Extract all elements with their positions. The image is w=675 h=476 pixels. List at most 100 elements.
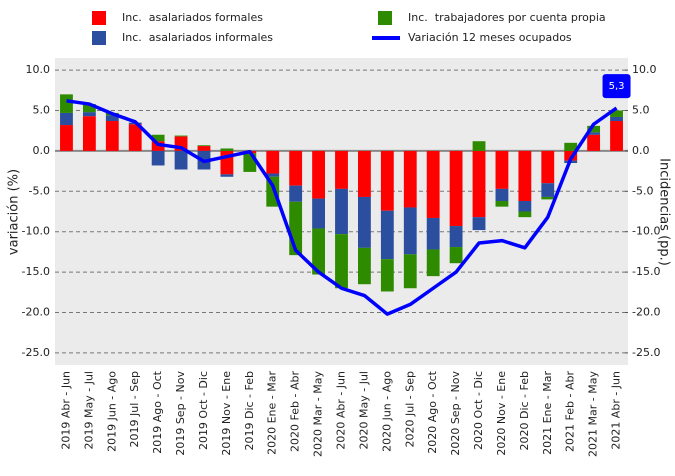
y-tick-label: 5.0: [33, 104, 51, 117]
bar: [587, 125, 601, 133]
bar: [403, 207, 417, 255]
bar: [266, 150, 280, 174]
bar: [587, 134, 601, 151]
bar: [82, 116, 96, 151]
bar: [518, 200, 532, 212]
bar: [60, 112, 73, 126]
x-tick-label: 2020 Dic - Feb: [518, 371, 531, 451]
x-tick-label: 2021 Feb - Abr: [564, 371, 577, 452]
x-tick-label: 2019 Jun - Ago: [105, 371, 118, 452]
bar: [266, 173, 280, 177]
legend-label: Inc. trabajadores por cuenta propia: [408, 11, 606, 24]
bar: [82, 104, 96, 113]
bar: [380, 210, 394, 260]
bar: [289, 185, 303, 202]
x-tick-label: 2020 Jul - Sep: [403, 371, 416, 447]
x-tick-label: 2020 Nov - Ene: [495, 371, 508, 456]
y2-axis-label: Incidencias (pp.): [657, 158, 672, 266]
bar: [289, 150, 303, 186]
bar: [541, 150, 555, 184]
y-tick-label: -10.0: [22, 225, 50, 238]
bar: [564, 150, 578, 161]
y2-tick-label: -10.0: [632, 225, 660, 238]
x-tick-label: 2020 Ene - Mar: [266, 371, 279, 455]
bar: [426, 217, 440, 250]
x-tick-label: 2020 May - Jul: [357, 371, 370, 449]
y-tick-label: -15.0: [22, 265, 50, 278]
bar: [380, 259, 394, 292]
x-tick-label: 2021 Ene - Mar: [541, 371, 554, 455]
bar: [197, 146, 211, 151]
bar: [82, 112, 96, 117]
legend-swatch: [92, 31, 106, 45]
bar: [312, 228, 325, 275]
x-tick-label: 2019 May - Jul: [82, 371, 95, 449]
legend-label: Variación 12 meses ocupados: [408, 31, 572, 44]
legend-swatch: [92, 11, 106, 25]
bar: [105, 115, 119, 122]
x-tick-label: 2020 Ago - Oct: [426, 370, 439, 453]
bar: [128, 124, 142, 151]
bar: [426, 249, 440, 277]
bar: [60, 125, 73, 151]
x-tick-label: 2019 Nov - Ene: [220, 371, 233, 456]
bar: [174, 135, 188, 137]
y2-tick-label: -15.0: [632, 265, 660, 278]
annotation-box: [602, 74, 631, 99]
bar: [610, 110, 623, 117]
bar: [403, 254, 417, 289]
bar: [358, 247, 371, 285]
x-tick-label: 2019 Ago - Oct: [151, 370, 164, 453]
legend-swatch: [378, 11, 392, 25]
bar: [564, 142, 578, 151]
bar: [220, 174, 234, 177]
bar: [541, 196, 555, 200]
bar: [312, 198, 325, 229]
x-tick-label: 2019 Sep - Nov: [174, 371, 187, 456]
bar: [358, 150, 371, 197]
y2-tick-label: 0.0: [632, 144, 650, 157]
y2-tick-label: 10.0: [632, 63, 657, 76]
bar: [403, 150, 417, 208]
y2-tick-label: 5.0: [632, 104, 650, 117]
y-tick-label: -5.0: [29, 184, 50, 197]
bar: [312, 150, 325, 199]
x-tick-label: 2021 Mar - May: [587, 371, 600, 457]
bar: [335, 188, 348, 235]
bar: [610, 121, 623, 151]
bar: [220, 148, 234, 151]
bar: [495, 200, 509, 207]
x-tick-label: 2020 Jun - Ago: [380, 371, 393, 452]
y2-tick-label: -5.0: [632, 184, 653, 197]
bar: [518, 211, 532, 218]
bar: [472, 141, 486, 151]
bar: [472, 217, 486, 231]
y-axis-label: variación (%): [7, 169, 22, 255]
bar: [380, 150, 394, 211]
bar: [449, 247, 463, 264]
x-tick-label: 2019 Abr - Jun: [59, 371, 72, 450]
bar: [541, 183, 555, 197]
bar: [518, 150, 532, 201]
y-tick-label: 0.0: [33, 144, 51, 157]
bar: [610, 116, 623, 122]
bar: [174, 150, 188, 170]
bar: [449, 226, 463, 248]
bar: [105, 121, 119, 151]
bar: [495, 150, 509, 189]
line: [66, 99, 618, 316]
bar: [151, 134, 165, 142]
bar: [335, 150, 348, 189]
bar: [151, 150, 165, 166]
x-tick-label: 2021 Abr - Jun: [610, 371, 623, 450]
bar: [426, 150, 440, 218]
x-tick-label: 2019 Jul - Sep: [128, 371, 141, 447]
bar: [60, 94, 73, 113]
x-tick-label: 2019 Dic - Feb: [243, 371, 256, 451]
y-tick-label: -20.0: [22, 305, 50, 318]
x-tick-label: 2020 Sep - Nov: [449, 371, 462, 456]
bar: [197, 145, 211, 147]
bar: [358, 196, 371, 248]
bar: [449, 150, 463, 227]
legend-label: Inc. asalariados informales: [122, 31, 273, 44]
